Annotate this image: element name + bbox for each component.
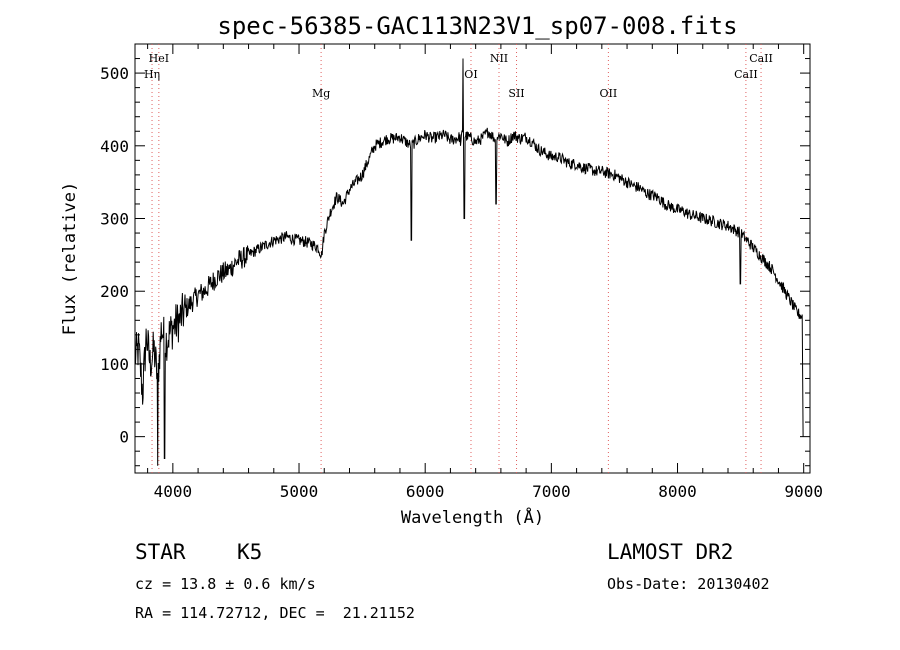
spectral-line-label: OII: [600, 87, 618, 100]
spectral-line-label: Mg: [312, 87, 330, 100]
obs-date: Obs-Date: 20130402: [607, 575, 770, 593]
spectral-line-label: OI: [464, 68, 477, 81]
x-tick-label: 9000: [784, 482, 823, 501]
spectral-line-label: SII: [508, 87, 524, 100]
x-tick-label: 4000: [154, 482, 193, 501]
y-tick-label: 200: [100, 282, 129, 301]
y-tick-label: 300: [100, 210, 129, 229]
spectral-line-label: CaII: [734, 68, 758, 81]
object-class: STAR: [135, 540, 186, 564]
y-tick-label: 500: [100, 64, 129, 83]
y-tick-label: 400: [100, 137, 129, 156]
plot-frame: [134, 43, 811, 474]
survey-label: LAMOST DR2: [607, 540, 734, 564]
redshift-value: cz = 13.8 ± 0.6 km/s: [135, 575, 316, 593]
x-axis-label: Wavelength (Å): [401, 506, 544, 528]
y-axis-label: Flux (relative): [60, 182, 80, 336]
object-subclass: K5: [237, 540, 263, 564]
coordinates: RA = 114.72712, DEC = 21.21152: [135, 604, 415, 622]
spectral-line-label: HeI: [149, 52, 169, 65]
x-tick-label: 7000: [532, 482, 571, 501]
x-tick-label: 6000: [406, 482, 445, 501]
y-tick-label: 0: [119, 428, 129, 447]
x-tick-label: 5000: [280, 482, 319, 501]
chart-title: spec-56385-GAC113N23V1_sp07-008.fits: [217, 12, 737, 40]
y-tick-label: 100: [100, 355, 129, 374]
spectrum-flux-line: [134, 58, 804, 466]
spectral-line-label: CaII: [749, 52, 773, 65]
x-tick-label: 8000: [658, 482, 697, 501]
spectral-line-label: Hη: [144, 68, 160, 81]
spectral-line-label: NII: [490, 52, 508, 65]
